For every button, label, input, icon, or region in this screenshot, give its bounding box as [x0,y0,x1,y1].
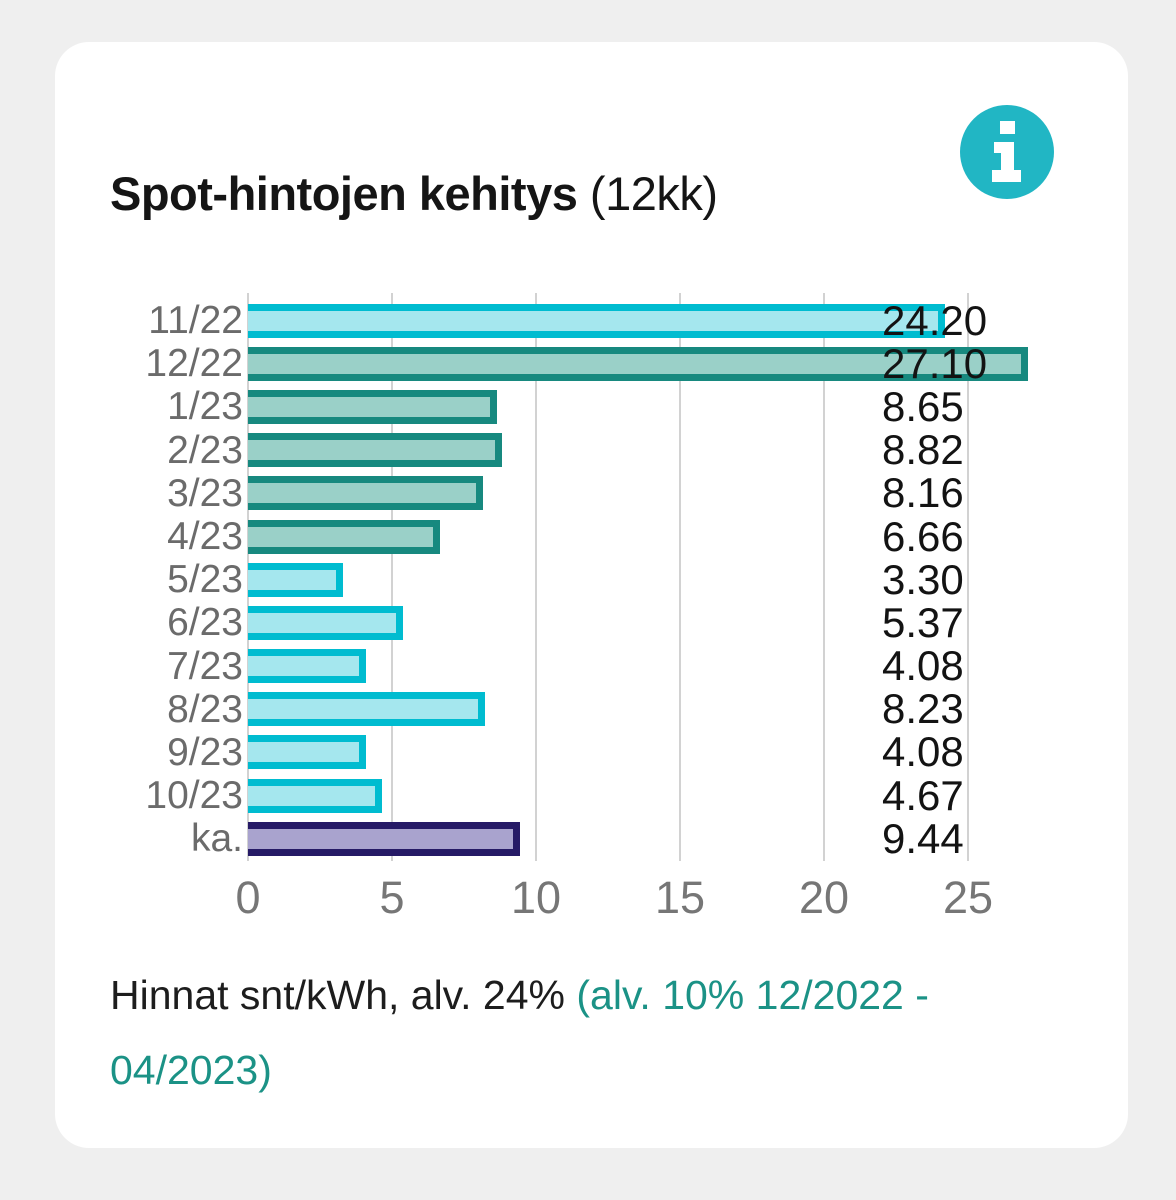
bar[interactable] [248,389,498,424]
value-label: 5.37 [882,598,964,646]
gridline [679,293,681,861]
category-label: 3/23 [167,471,243,515]
value-label: 27.10 [882,339,988,387]
bar-area: 5.37 [248,601,1073,643]
info-icon [992,121,1021,182]
bar[interactable] [248,735,366,770]
chart-rows: 11/22 24.20 12/22 27.10 1/23 8.65 2/23 8.82 3/23… [110,293,1073,860]
category-label: 4/23 [167,515,243,559]
category-label: 1/23 [167,385,243,429]
value-label: 8.65 [882,382,964,430]
bar-area: 8.16 [248,472,1073,514]
page-title-suffix: (12kk) [589,167,718,220]
bar[interactable] [248,433,503,468]
x-axis-tick-label: 5 [379,872,405,923]
category-label: 11/22 [148,299,243,343]
chart-row: 3/23 8.16 [110,472,1073,515]
page-title-main: Spot-hintojen kehitys [110,167,578,220]
chart-card: Spot-hintojen kehitys (12kk) 11/22 24.20 1… [55,42,1128,1148]
chart-row: 5/23 3.30 [110,558,1073,601]
bar[interactable] [248,649,366,684]
x-axis-tick-label: 25 [942,872,994,923]
gridline [391,293,393,861]
value-label: 4.08 [882,642,964,690]
bar[interactable] [248,476,483,511]
chart-row: 8/23 8.23 [110,688,1073,731]
value-label: 24.20 [882,296,988,344]
chart-row: 11/22 24.20 [110,299,1073,342]
bar[interactable] [248,303,945,338]
chart-row: ka. 9.44 [110,817,1073,860]
category-label: ka. [190,817,243,861]
x-axis-tick-label: 20 [798,872,850,923]
value-label: 3.30 [882,555,964,603]
gridline [535,293,537,861]
footnote-main: Hinnat snt/kWh, alv. 24% [110,972,565,1018]
chart-row: 6/23 5.37 [110,601,1073,644]
gridline [823,293,825,861]
chart-row: 1/23 8.65 [110,385,1073,428]
x-axis-tick-label: 0 [235,872,261,923]
bar[interactable] [248,562,344,597]
gridline [967,293,969,861]
value-label: 8.16 [882,469,964,517]
chart-row: 2/23 8.82 [110,429,1073,472]
category-label: 7/23 [167,644,243,688]
bar-area: 24.20 [248,299,1073,341]
bar-area: 4.08 [248,731,1073,773]
chart-row: 10/23 4.67 [110,774,1073,817]
footnote-note: (alv. 10% 12/2022 - 04/2023) [110,972,929,1094]
chart-row: 9/23 4.08 [110,731,1073,774]
bar-area: 8.23 [248,688,1073,730]
bar[interactable] [248,519,440,554]
bar-area: 27.10 [248,342,1073,384]
bar-area: 4.08 [248,645,1073,687]
value-label: 4.67 [882,771,964,819]
page-title: Spot-hintojen kehitys (12kk) [110,168,718,220]
bar-area: 9.44 [248,817,1073,859]
x-axis-tick-label: 15 [654,872,706,923]
bar[interactable] [248,821,520,856]
category-label: 8/23 [167,687,243,731]
bar-area: 6.66 [248,515,1073,557]
footnote: Hinnat snt/kWh, alv. 24% (alv. 10% 12/20… [110,958,1015,1108]
bar-area: 8.82 [248,429,1073,471]
x-axis: 0 5 10 15 20 25 [110,875,1073,925]
chart-row: 7/23 4.08 [110,645,1073,688]
category-label: 10/23 [145,774,243,818]
value-label: 8.82 [882,426,964,474]
category-label: 6/23 [167,601,243,645]
value-label: 4.08 [882,728,964,776]
category-label: 9/23 [167,730,243,774]
bar[interactable] [248,692,486,727]
chart-row: 4/23 6.66 [110,515,1073,558]
value-label: 6.66 [882,512,964,560]
x-axis-tick-label: 10 [510,872,562,923]
category-label: 5/23 [167,558,243,602]
bar[interactable] [248,346,1029,381]
chart-row: 12/22 27.10 [110,342,1073,385]
bar-area: 4.67 [248,774,1073,816]
value-label: 9.44 [882,814,964,862]
category-label: 2/23 [167,428,243,472]
category-label: 12/22 [145,342,243,386]
spot-price-bar-chart: 11/22 24.20 12/22 27.10 1/23 8.65 2/23 8.82 3/23… [110,293,1073,861]
info-button[interactable] [960,105,1054,199]
bar[interactable] [248,605,403,640]
value-label: 8.23 [882,685,964,733]
bar[interactable] [248,778,383,813]
bar-area: 3.30 [248,558,1073,600]
bar-area: 8.65 [248,385,1073,427]
